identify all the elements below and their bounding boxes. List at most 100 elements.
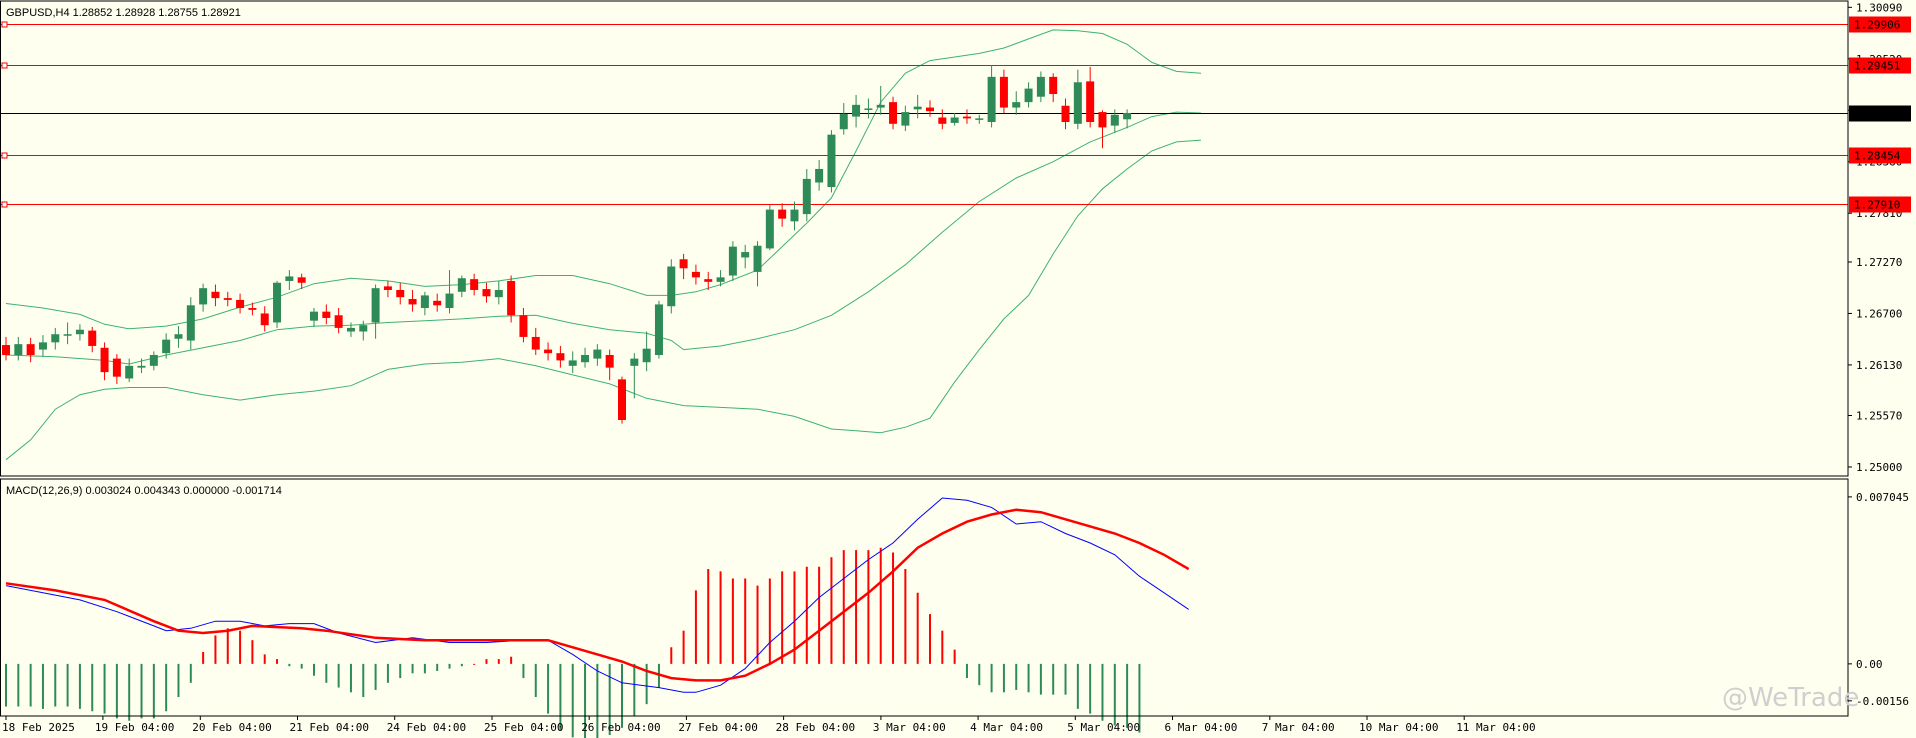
candle [938,109,947,130]
candle [285,270,294,290]
candle-body [1098,112,1107,128]
candle [1024,82,1033,108]
price-pane[interactable] [1,21,1848,461]
candle [753,241,762,287]
candle [716,270,725,287]
macd-pane-frame [0,478,1849,717]
candle-body [1012,102,1021,108]
candle-body [691,271,700,278]
x-tick-label: 26 Feb 04:00 [581,721,660,734]
level-label: 1.29906 [1854,19,1900,32]
x-tick-label: 7 Mar 04:00 [1262,721,1335,734]
x-tick-label: 21 Feb 04:00 [290,721,369,734]
candle-body [1049,76,1058,95]
candle [63,322,72,345]
candle [112,354,121,384]
price-pane-frame [0,0,1849,477]
candle [519,308,528,343]
x-tick-label: 20 Feb 04:00 [192,721,271,734]
candle [482,282,491,303]
candle [51,327,60,350]
candle [827,130,836,193]
candle [14,336,23,361]
candle [864,98,873,119]
macd-pane[interactable] [5,497,1190,738]
candle [630,353,639,399]
candle [618,376,626,424]
candle [457,275,466,298]
macd-title: MACD(12,26,9) 0.003024 0.004343 0.000000… [6,485,282,497]
level-anchor [1,152,8,159]
candle-body [950,117,959,123]
candle [852,94,861,128]
candle-body [310,311,318,321]
y-tick-label: 1.30090 [1856,1,1902,14]
candle-body [987,76,996,123]
candle [765,205,774,251]
candle-body [1024,88,1033,103]
candle [962,109,971,124]
candle [913,94,922,119]
candle-body [359,325,368,332]
candle-body [211,291,220,299]
bollinger-lower-line [5,139,1202,461]
candle-body [938,117,947,124]
x-tick-label: 3 Mar 04:00 [873,721,946,734]
candle-body [162,339,171,354]
candle-body [926,107,934,112]
candle [728,241,737,281]
level-label: 1.28921 [1854,108,1900,121]
candle [408,289,417,312]
candle [1123,109,1132,129]
candle-body [1123,112,1132,120]
candle-body [63,334,72,336]
candle [950,112,959,126]
x-tick-label: 24 Feb 04:00 [387,721,466,734]
candle [999,69,1008,113]
candle [211,284,220,307]
candle-body [704,279,713,282]
candle [310,308,318,327]
candle [1086,66,1095,128]
candle-body [642,348,651,363]
candle-body [199,288,208,305]
candle [507,275,516,323]
candle [1012,91,1021,115]
candle [593,344,602,366]
candle-body [519,315,528,337]
x-tick-label: 18 Feb 2025 [2,721,75,734]
candle [679,253,688,280]
candle-body [839,113,848,130]
candle [1110,109,1119,133]
candle [396,282,405,305]
x-tick-label: 28 Feb 04:00 [776,721,855,734]
candle [38,335,47,357]
y-tick-label: 1.25570 [1856,409,1902,422]
candle [470,273,479,296]
candle-body [457,278,466,292]
y-tick-label: 1.27270 [1856,256,1902,269]
candle [975,114,984,124]
candle-body [248,308,257,310]
candle-body [371,288,380,323]
candle-body [556,353,565,361]
level-label: 1.29451 [1854,60,1900,73]
candle [839,103,848,135]
candle-body [544,349,553,354]
candle [581,347,590,368]
candle-body [297,277,306,283]
level-anchor [1,201,8,208]
candle [100,342,109,381]
candle [987,65,996,128]
candle-body [408,299,417,305]
macd-main-line [5,497,1189,693]
candle-body [827,134,836,188]
level-anchor [1,62,8,69]
candle-body [420,295,429,309]
candle [667,259,676,314]
candle-body [236,299,245,309]
candle [236,293,245,314]
candle-body [1110,114,1119,126]
